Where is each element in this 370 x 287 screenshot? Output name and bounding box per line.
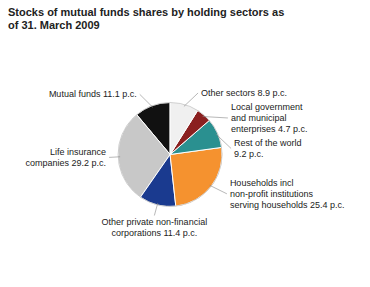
slice xyxy=(170,147,222,206)
leader-line xyxy=(203,116,228,117)
leader-line xyxy=(109,156,120,158)
labels: Mutual funds 11.1 p.c. Life insurancecomp… xyxy=(26,88,345,238)
title: Stocks of mutual funds shares by holding… xyxy=(8,6,284,31)
leader-line xyxy=(216,134,231,149)
leader-line xyxy=(210,185,227,194)
leader-lines xyxy=(109,93,231,216)
slice-label: Households inclnon-profit institutionsse… xyxy=(230,178,345,210)
chart: Stocks of mutual funds shares by holding… xyxy=(0,0,370,287)
slice-label: Local governmentand municipalenterprises… xyxy=(231,102,308,134)
slice-label: Other sectors 8.9 p.c. xyxy=(201,88,287,98)
slice xyxy=(170,102,198,154)
leader-line xyxy=(184,93,198,106)
slice-label: Life insurancecompanies 29.2 p.c. xyxy=(26,147,107,168)
leader-line xyxy=(154,203,157,216)
slice-label: Rest of the world9.2 p.c. xyxy=(234,138,302,159)
pie-outline xyxy=(118,102,222,206)
pie xyxy=(118,102,222,206)
slice-label: Other private non-financialcorporations … xyxy=(102,217,208,238)
leader-line xyxy=(140,94,153,107)
slice-label: Mutual funds 11.1 p.c. xyxy=(49,89,137,99)
